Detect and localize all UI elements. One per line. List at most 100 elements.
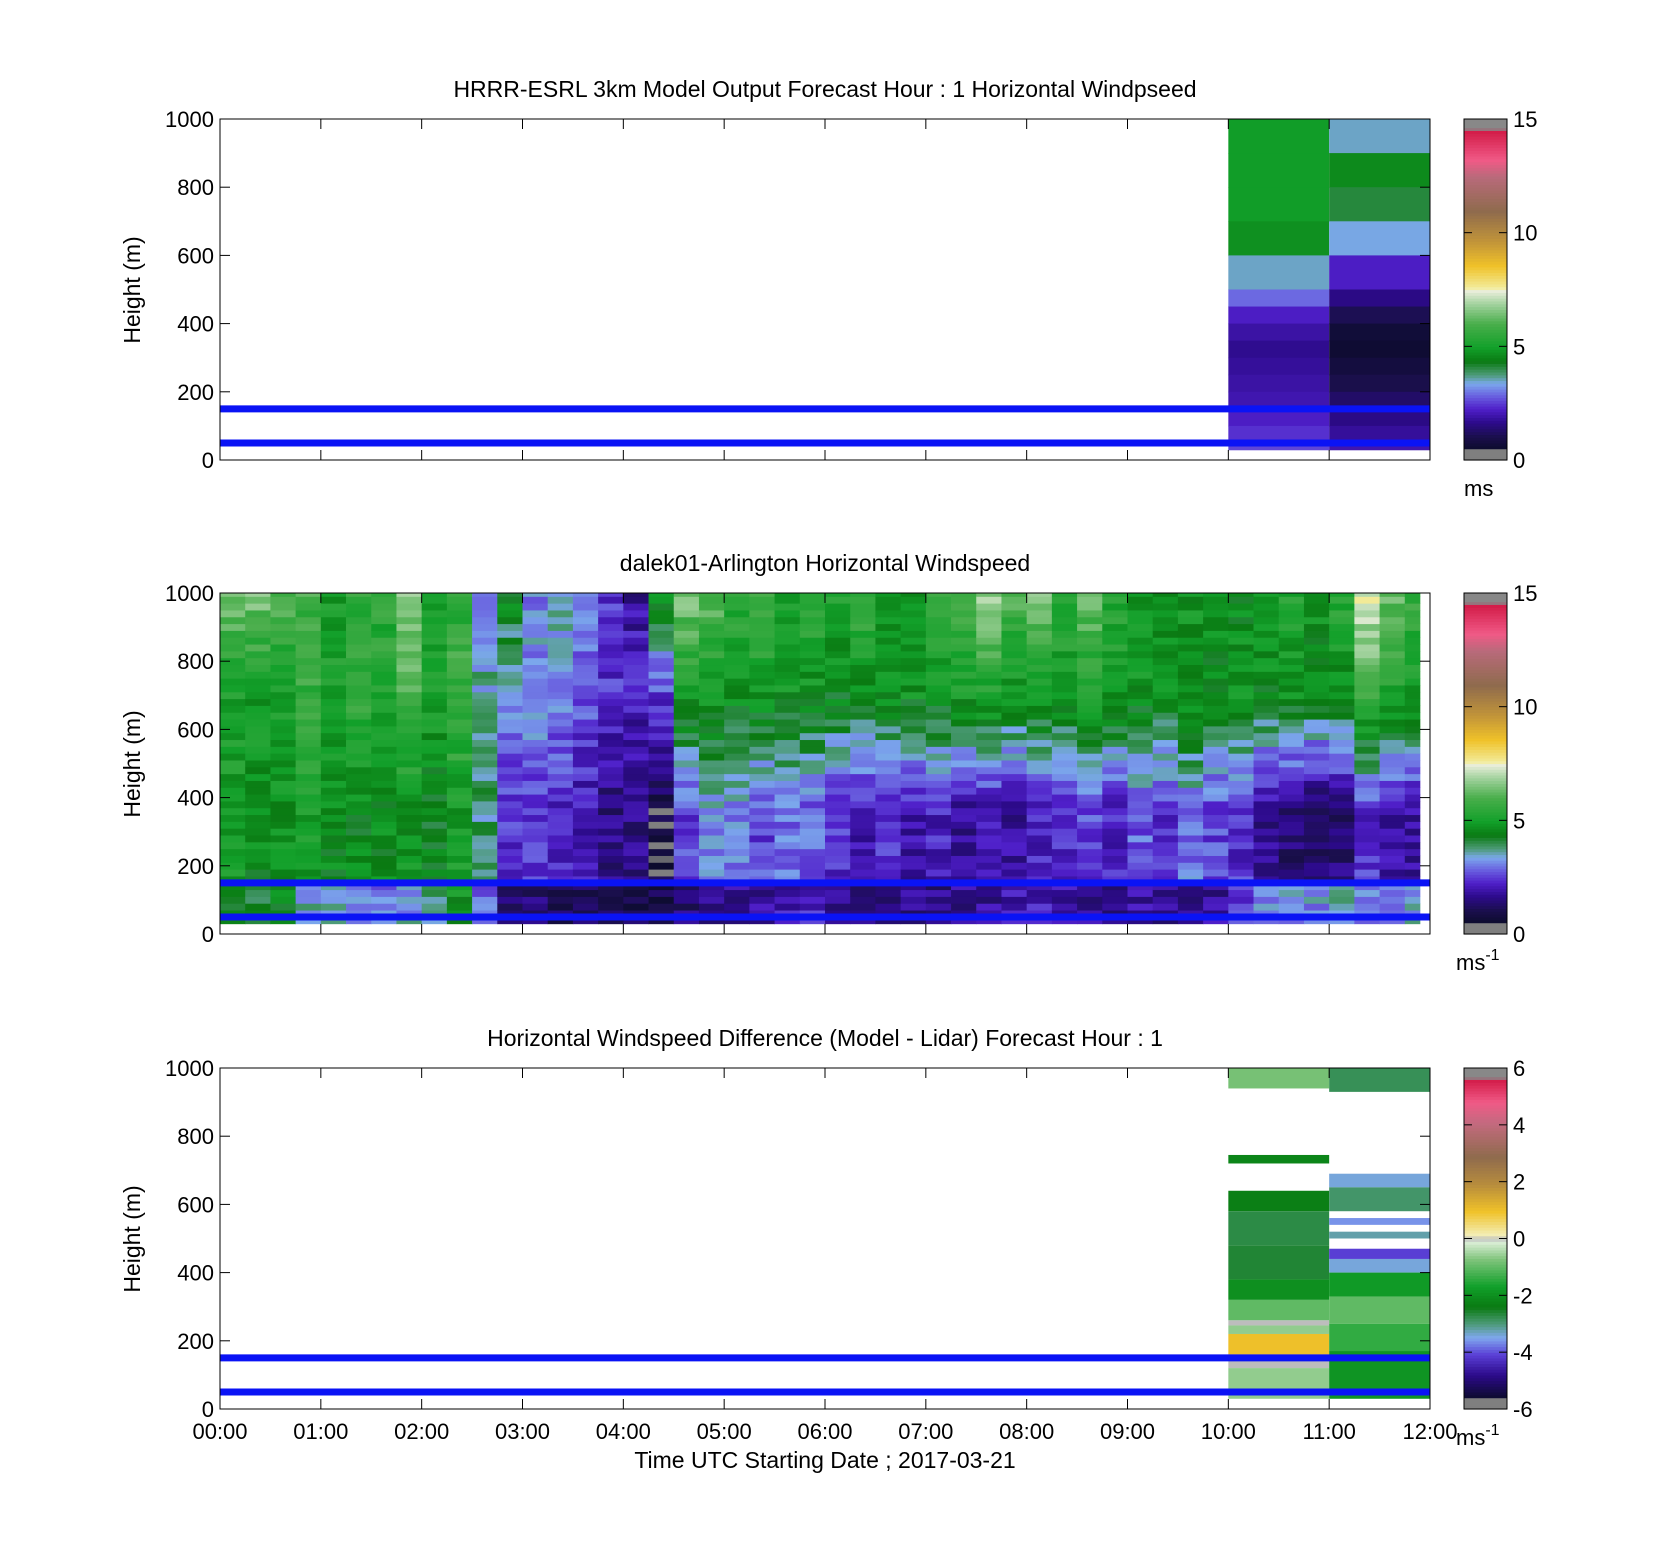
- lidar-cell: [875, 623, 902, 631]
- colorbar-swatch: [1464, 349, 1507, 353]
- lidar-cell: [396, 739, 423, 747]
- colorbar-swatch: [1464, 360, 1507, 364]
- colorbar-swatch: [1464, 1340, 1507, 1345]
- lidar-cell: [421, 637, 448, 645]
- lidar-cell: [1278, 685, 1305, 693]
- lidar-cell: [648, 828, 675, 836]
- colorbar-swatch: [1464, 1252, 1507, 1257]
- lidar-cell: [270, 780, 297, 788]
- lidar-cell: [245, 712, 271, 720]
- lidar-cell: [547, 664, 574, 672]
- lidar-cell: [774, 657, 801, 666]
- lidar-cell: [623, 760, 649, 768]
- colorbar-swatch: [1464, 1190, 1507, 1194]
- model-cell: [1329, 323, 1430, 342]
- lidar-cell: [1203, 841, 1229, 850]
- lidar-cell: [1152, 630, 1179, 638]
- lidar-cell: [623, 869, 649, 877]
- colorbar-swatch: [1464, 843, 1507, 847]
- lidar-cell: [1026, 814, 1053, 822]
- lidar-cell: [925, 828, 952, 836]
- lidar-cell: [1001, 746, 1028, 754]
- lidar-cell: [976, 916, 1002, 925]
- lidar-cell: [799, 630, 826, 638]
- lidar-cell: [446, 841, 473, 850]
- lidar-cell: [1127, 650, 1154, 659]
- lidar-cell: [346, 916, 372, 925]
- lidar-cell: [270, 773, 297, 781]
- lidar-cell: [1203, 671, 1229, 679]
- colorbar-swatch: [1464, 703, 1507, 708]
- lidar-cell: [320, 841, 347, 850]
- lidar-cell: [572, 664, 599, 672]
- lidar-cell: [1354, 807, 1380, 816]
- colorbar-swatch: [1464, 1150, 1507, 1154]
- lidar-cell: [572, 725, 599, 734]
- lidar-cell: [850, 698, 876, 706]
- lidar-cell: [749, 685, 775, 693]
- lidar-cell: [749, 637, 775, 645]
- lidar-cell: [951, 671, 977, 679]
- lidar-cell: [925, 650, 952, 659]
- lidar-cell: [1077, 739, 1103, 747]
- lidar-cell: [875, 705, 902, 713]
- lidar-cell: [1379, 780, 1406, 788]
- colorbar-swatch: [1464, 406, 1507, 410]
- colorbar-swatch: [1464, 615, 1507, 620]
- lidar-cell: [673, 787, 700, 795]
- lidar-cell: [295, 610, 322, 618]
- y-tick-label: 1000: [165, 107, 214, 132]
- lidar-cell: [673, 623, 700, 631]
- lidar-cell: [1026, 637, 1053, 645]
- lidar-cell: [724, 862, 750, 870]
- lidar-cell: [598, 698, 624, 706]
- lidar-cell: [472, 841, 498, 850]
- lidar-cell: [1001, 657, 1028, 666]
- model-cell: [1329, 289, 1430, 308]
- colorbar-swatch: [1464, 786, 1507, 790]
- lidar-cell: [825, 848, 851, 856]
- lidar-cell: [648, 678, 675, 686]
- lidar-cell: [623, 896, 649, 904]
- lidar-cell: [623, 848, 649, 856]
- lidar-cell: [925, 753, 952, 761]
- lidar-cell: [1051, 916, 1078, 925]
- lidar-cell: [648, 773, 675, 781]
- panel-model-title: HRRR-ESRL 3km Model Output Forecast Hour…: [453, 76, 1196, 102]
- colorbar-swatch: [1464, 1235, 1507, 1240]
- lidar-cell: [371, 678, 397, 686]
- lidar-cell: [270, 596, 297, 604]
- lidar-cell: [774, 593, 801, 597]
- lidar-cell: [825, 807, 851, 816]
- colorbar-swatch: [1464, 417, 1507, 421]
- lidar-cell: [1102, 691, 1128, 700]
- lidar-cell: [976, 623, 1002, 631]
- lidar-cell: [472, 630, 498, 638]
- lidar-cell: [472, 712, 498, 720]
- lidar-cell: [245, 753, 271, 761]
- lidar-cell: [1228, 593, 1254, 597]
- lidar-cell: [623, 616, 649, 625]
- colorbar-swatch: [1464, 1309, 1507, 1313]
- lidar-cell: [472, 882, 498, 891]
- lidar-cell: [1253, 746, 1280, 754]
- lidar-cell: [1102, 596, 1128, 604]
- lidar-cell: [295, 644, 322, 652]
- lidar-cell: [799, 760, 826, 768]
- lidar-cell: [270, 848, 297, 856]
- lidar-cell: [825, 739, 851, 747]
- colorbar-swatch: [1464, 303, 1507, 308]
- lidar-cell: [875, 862, 902, 870]
- lidar-cell: [774, 664, 801, 672]
- lidar-cell: [472, 698, 498, 706]
- lidar-cell: [472, 685, 498, 693]
- lidar-cell: [220, 623, 246, 631]
- lidar-cell: [1228, 644, 1254, 652]
- lidar-cell: [900, 835, 927, 843]
- lidar-cell: [598, 657, 624, 666]
- lidar-cell: [749, 916, 775, 925]
- lidar-cell: [976, 814, 1002, 822]
- colorbar-swatch: [1464, 865, 1507, 870]
- lidar-cell: [1026, 685, 1053, 693]
